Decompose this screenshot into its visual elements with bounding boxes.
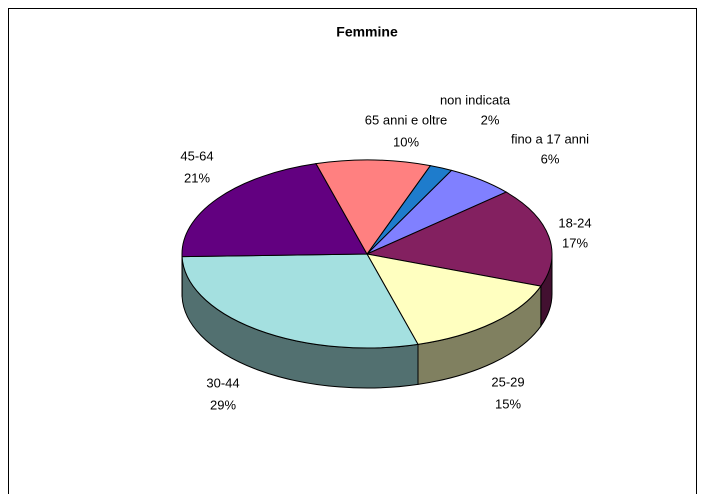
slice-value-label: 10% xyxy=(393,134,419,149)
slice-label: 25-29 xyxy=(491,374,524,389)
slice-label: 65 anni e oltre xyxy=(365,112,447,127)
slice-label: 30-44 xyxy=(206,375,239,390)
slice-value-label: 29% xyxy=(210,397,236,412)
slice-label: fino a 17 anni xyxy=(511,131,589,146)
slice xyxy=(181,253,419,349)
slice-label: 45-64 xyxy=(180,148,213,163)
slice xyxy=(315,159,432,255)
slice xyxy=(366,253,542,345)
slice-label: 18-24 xyxy=(558,215,591,230)
slice xyxy=(365,191,553,287)
slice xyxy=(181,163,368,258)
slice-value-label: 17% xyxy=(562,235,588,250)
chart-title: Femmine xyxy=(336,24,398,40)
slice-value-label: 2% xyxy=(481,112,500,127)
slice-value-label: 15% xyxy=(495,396,521,411)
slice-value-label: 6% xyxy=(541,151,560,166)
slice-value-label: 21% xyxy=(184,170,210,185)
slice-label: non indicata xyxy=(440,92,511,107)
